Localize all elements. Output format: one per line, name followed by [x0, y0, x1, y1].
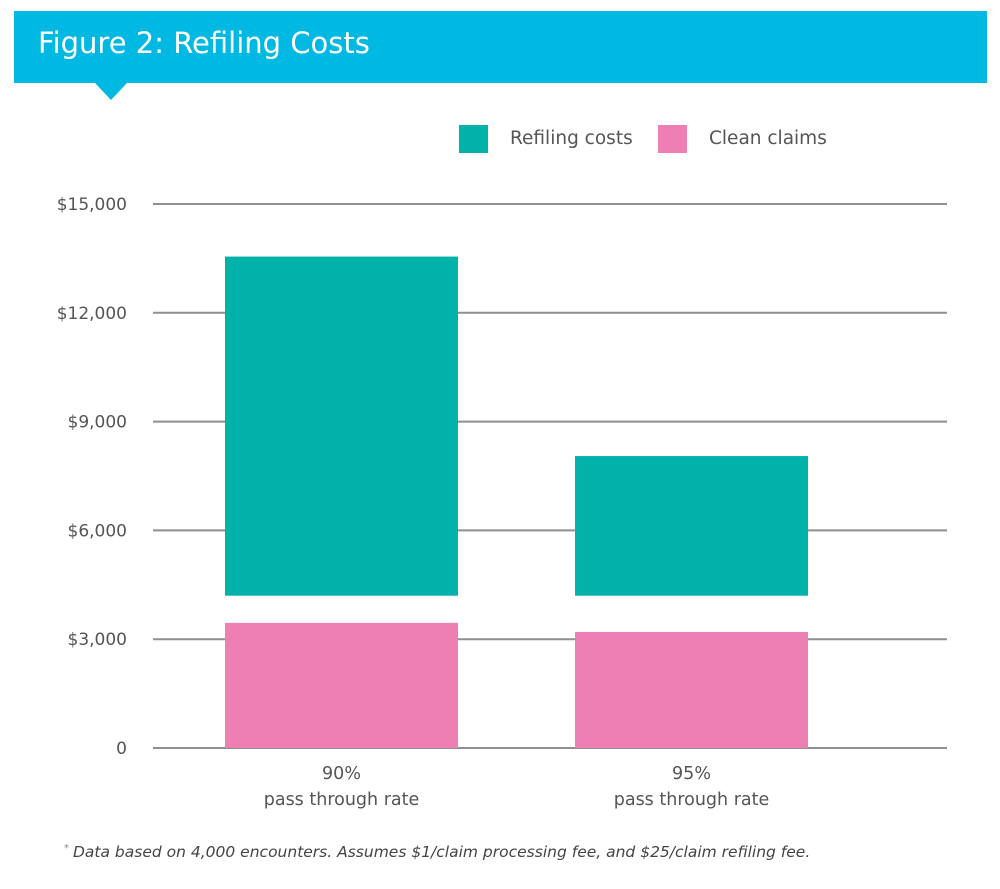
x-category-label-line2: pass through rate [614, 790, 770, 810]
y-tick-label: 0 [116, 739, 127, 759]
legend-item-refiling-costs: Refiling costs [459, 124, 633, 153]
legend-label-refiling-costs: Refiling costs [510, 128, 633, 149]
y-tick-label: $9,000 [68, 413, 127, 433]
x-category-label-line1: 95% [672, 764, 711, 784]
footnote-text: Data based on 4,000 encounters. Assumes … [73, 843, 811, 862]
footnote-marker: * [64, 843, 69, 854]
x-category-label-line1: 90% [322, 764, 361, 784]
y-tick-label: $12,000 [57, 304, 127, 324]
title-banner: Figure 2: Refiling Costs [14, 11, 987, 83]
y-tick-label: $3,000 [68, 630, 127, 650]
legend-item-clean-claims: Clean claims [658, 124, 827, 153]
figure-title: Figure 2: Refiling Costs [38, 26, 370, 60]
y-tick-label: $15,000 [57, 195, 127, 215]
bar-clean-claims-2 [575, 631, 808, 748]
legend-swatch-clean-claims [658, 124, 687, 153]
footnote: * Data based on 4,000 encounters. Assumes… [64, 843, 810, 861]
bar-refiling-costs-1 [225, 256, 458, 596]
legend-label-clean-claims: Clean claims [709, 128, 827, 149]
banner-pointer [95, 83, 127, 100]
y-tick-label: $6,000 [68, 521, 127, 541]
legend-swatch-refiling-costs [459, 124, 488, 153]
bar-refiling-costs-2 [575, 456, 808, 596]
bar-clean-claims-1 [225, 622, 458, 748]
x-category-label-line2: pass through rate [264, 790, 420, 810]
